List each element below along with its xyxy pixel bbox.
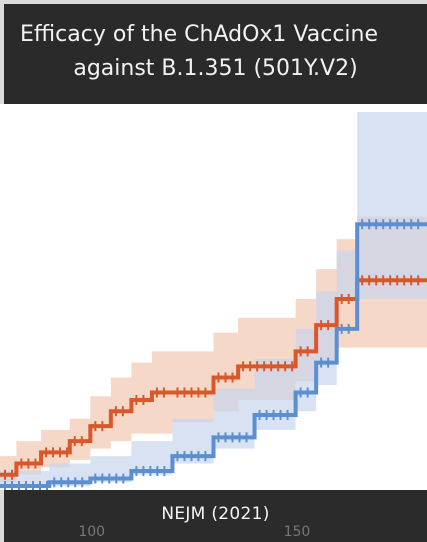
source-caption: NEJM (2021): [161, 504, 270, 524]
confidence-band-0: [0, 216, 427, 486]
confidence-bands: [0, 112, 427, 486]
plot-area: [0, 104, 427, 490]
title-banner: Efficacy of the ChAdOx1 Vaccine against …: [0, 0, 427, 104]
censor-ticks: [4, 219, 420, 490]
chart-title-line-2: against B.1.351 (501Y.V2): [73, 56, 358, 81]
x-tick-label: 100: [78, 524, 106, 540]
chart-title-line-1: Efficacy of the ChAdOx1 Vaccine: [20, 22, 379, 47]
kaplan-meier-chart: [0, 112, 427, 490]
source-banner: NEJM (2021): [0, 490, 427, 542]
series-line-1: [0, 222, 427, 488]
x-tick-label: 150: [283, 524, 311, 540]
